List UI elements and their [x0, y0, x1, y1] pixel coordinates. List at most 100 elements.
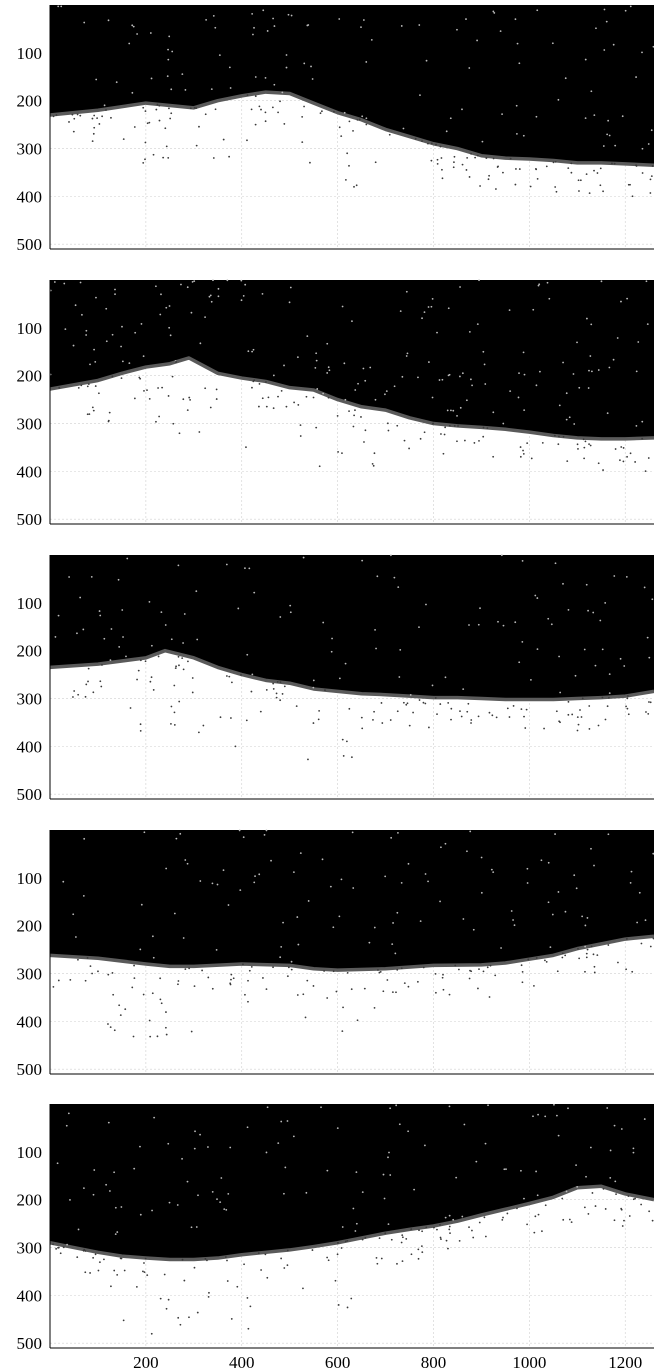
- scatter-point: [497, 165, 499, 168]
- scatter-point: [648, 701, 650, 703]
- scatter-point: [165, 1011, 167, 1013]
- scatter-point: [319, 112, 322, 115]
- scatter-point: [272, 17, 274, 20]
- y-tick-label: 400: [17, 1286, 43, 1305]
- scatter-point: [547, 617, 550, 620]
- scatter-point: [143, 1271, 146, 1274]
- scatter-point: [417, 376, 419, 379]
- scatter-point: [533, 985, 535, 987]
- scatter-point: [245, 446, 247, 449]
- scatter-point: [139, 377, 142, 380]
- scatter-point: [479, 185, 481, 187]
- scatter-point: [645, 711, 647, 713]
- scatter-point: [190, 311, 193, 314]
- scatter-point: [374, 628, 376, 631]
- scatter-point: [196, 638, 199, 641]
- scatter-point: [459, 286, 461, 288]
- scatter-point: [361, 727, 364, 730]
- scatter-point: [436, 162, 439, 165]
- scatter-point: [362, 19, 365, 21]
- scatter-point: [215, 388, 218, 391]
- scatter-point: [152, 689, 155, 691]
- scatter-point: [452, 1218, 455, 1221]
- scatter-point: [577, 947, 579, 950]
- scatter-point: [440, 846, 442, 849]
- scatter-point: [105, 109, 107, 111]
- scatter-point: [471, 384, 473, 387]
- scatter-point: [491, 714, 494, 717]
- scatter-points: [52, 1103, 654, 1335]
- scatter-point: [458, 1240, 461, 1242]
- scatter-point: [644, 919, 647, 922]
- scatter-point: [326, 997, 329, 999]
- scatter-point: [651, 1219, 654, 1222]
- scatter-point: [355, 1222, 358, 1225]
- scatter-point: [110, 1285, 112, 1288]
- scatter-point: [526, 882, 529, 884]
- scatter-point: [535, 384, 538, 387]
- scatter-point: [91, 972, 94, 975]
- scatter-point: [292, 1135, 295, 1138]
- scatter-point: [142, 1270, 144, 1273]
- scatter-point: [392, 922, 394, 924]
- scatter-point: [621, 1225, 624, 1227]
- scatter-point: [171, 375, 174, 378]
- scatter-point: [651, 598, 654, 601]
- scatter-point: [363, 987, 366, 990]
- scatter-point: [486, 966, 489, 969]
- scatter-point: [247, 350, 250, 353]
- scatter-point: [626, 707, 629, 710]
- scatter-point: [558, 655, 561, 658]
- scatter-point: [603, 8, 606, 11]
- scatter-point: [484, 1235, 487, 1238]
- scatter-point: [521, 970, 524, 973]
- scatter-point: [58, 386, 61, 389]
- scatter-point: [539, 370, 541, 373]
- scatter-point: [356, 1019, 359, 1022]
- scatter-point: [80, 384, 83, 387]
- scatter-point: [536, 648, 539, 650]
- scatter-point: [114, 1233, 117, 1236]
- scatter-point: [405, 355, 408, 357]
- scatter-point: [252, 380, 255, 383]
- scatter-point: [207, 1146, 209, 1148]
- scatter-point: [641, 147, 644, 150]
- scatter-point: [226, 1259, 228, 1262]
- scatter-point: [178, 700, 181, 703]
- scatter-point: [223, 1208, 226, 1210]
- scatter-point: [380, 1257, 383, 1260]
- scatter-point: [614, 448, 617, 450]
- scatter-point: [283, 685, 286, 688]
- scatter-point: [439, 1236, 442, 1239]
- scatter-point: [534, 1215, 537, 1218]
- scatter-point: [468, 176, 471, 178]
- scatter-point: [391, 991, 394, 994]
- scatter-point: [375, 1257, 378, 1259]
- scatter-point: [250, 965, 253, 968]
- scatter-point: [81, 313, 83, 316]
- scatter-point: [105, 307, 108, 310]
- scatter-point: [509, 390, 512, 392]
- scatter-point: [508, 716, 511, 718]
- filled-region: [50, 555, 654, 700]
- scatter-point: [228, 155, 231, 158]
- scatter-point: [635, 424, 638, 427]
- scatter-point: [173, 684, 176, 687]
- scatter-point: [428, 726, 430, 729]
- scatter-point: [101, 664, 103, 666]
- scatter-point: [629, 183, 631, 186]
- scatter-point: [286, 1249, 289, 1252]
- y-tick-label: 400: [17, 1012, 43, 1031]
- scatter-point: [524, 727, 527, 729]
- scatter-point: [564, 910, 567, 913]
- scatter-point: [164, 624, 167, 626]
- scatter-point: [348, 410, 350, 412]
- scatter-point: [635, 76, 637, 78]
- scatter-point: [303, 62, 306, 65]
- scatter-point: [456, 414, 458, 417]
- scatter-point: [251, 673, 254, 676]
- scatter-point: [254, 875, 256, 878]
- scatter-point: [520, 708, 523, 711]
- scatter-point: [175, 837, 178, 840]
- scatter-point: [480, 856, 483, 859]
